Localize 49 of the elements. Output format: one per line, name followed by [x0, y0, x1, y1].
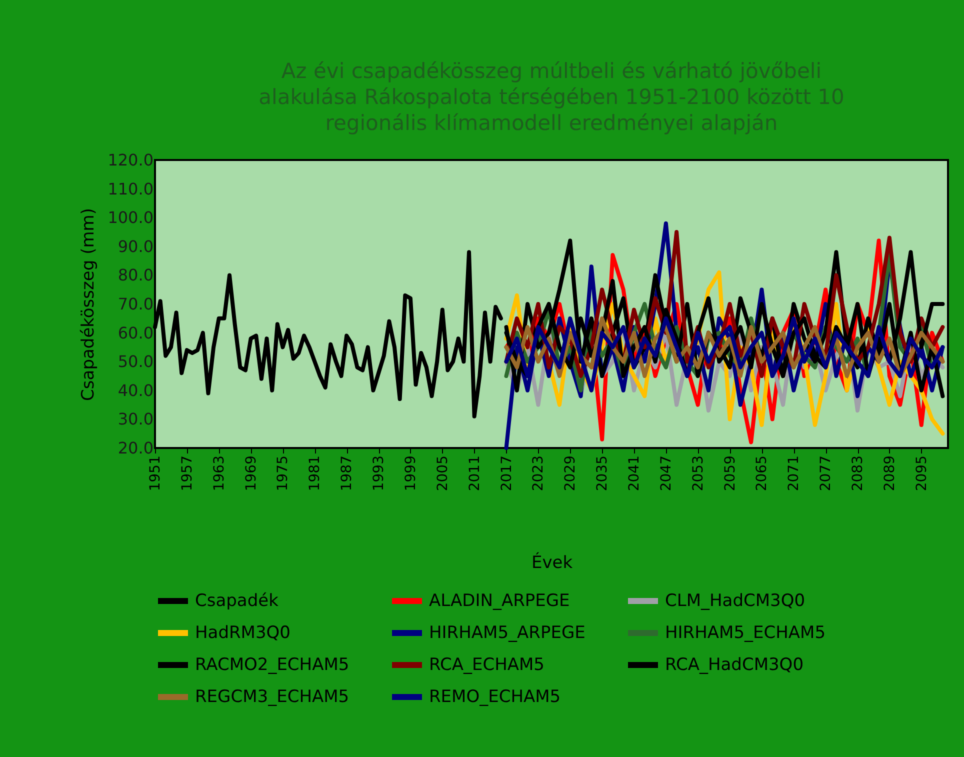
y-tick-label: 110.0	[108, 179, 154, 198]
legend-label: ALADIN_ARPEGE	[429, 591, 570, 611]
x-tick-label: 1993	[371, 456, 388, 492]
y-tick-label: 60.0	[118, 323, 154, 342]
x-tick-label: 2077	[818, 456, 834, 492]
x-tick-label: 2005	[434, 456, 451, 492]
y-tick-label: 120.0	[108, 150, 154, 170]
x-tick-label: 2083	[850, 456, 866, 492]
x-tick-label: 2089	[882, 456, 898, 492]
x-tick-label: 1975	[275, 456, 292, 492]
legend-label: RCA_ECHAM5	[429, 655, 544, 675]
x-tick-label: 2029	[562, 456, 579, 492]
x-tick-label: 2023	[530, 456, 547, 492]
x-tick-label: 2071	[786, 456, 802, 492]
x-tick-label: 2017	[498, 456, 515, 492]
y-tick-label: 90.0	[118, 236, 154, 256]
x-tick-label: 1987	[339, 456, 356, 492]
x-tick-label: 1951	[148, 456, 164, 492]
legend-label: CLM_HadCM3Q0	[665, 591, 806, 611]
y-tick-label: 100.0	[108, 208, 154, 228]
x-tick-label: 2047	[658, 456, 674, 492]
x-tick-label: 2065	[754, 456, 770, 492]
x-tick-label: 1963	[211, 456, 228, 492]
y-tick-label: 30.0	[118, 410, 154, 429]
x-tick-label: 2011	[466, 456, 483, 492]
legend-label: RCA_HadCM3Q0	[665, 655, 804, 675]
x-tick-label: 1981	[307, 456, 324, 492]
y-axis-title: Csapadékösszeg (mm)	[78, 208, 99, 401]
legend-label: REGCM3_ECHAM5	[195, 687, 350, 707]
legend-label: HadRM3Q0	[195, 623, 290, 643]
legend-label: RACMO2_ECHAM5	[195, 655, 350, 675]
y-tick-label: 20.0	[118, 438, 154, 458]
y-tick-label: 70.0	[118, 294, 154, 314]
x-tick-label: 2059	[722, 456, 738, 492]
x-tick-label: 2095	[914, 456, 930, 492]
x-tick-label: 1957	[179, 456, 196, 492]
x-tick-label: 2053	[690, 456, 706, 492]
legend-label: Csapadék	[195, 591, 279, 611]
x-tick-label: 1999	[402, 456, 419, 492]
x-tick-label: 2035	[594, 456, 611, 492]
legend-label: HIRHAM5_ARPEGE	[429, 623, 586, 643]
y-tick-label: 80.0	[118, 266, 154, 285]
y-tick-label: 50.0	[118, 352, 154, 372]
legend-label: HIRHAM5_ECHAM5	[665, 623, 826, 643]
y-tick-label: 40.0	[118, 380, 154, 400]
x-tick-label: 2041	[626, 456, 642, 492]
x-tick-label: 1969	[243, 456, 260, 492]
x-axis-title: Évek	[531, 552, 573, 574]
legend-label: REMO_ECHAM5	[429, 687, 561, 707]
